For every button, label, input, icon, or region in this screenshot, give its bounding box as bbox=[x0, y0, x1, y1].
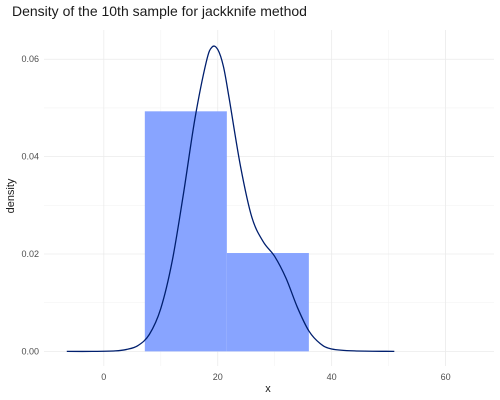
x-tick-label: 0 bbox=[101, 372, 106, 382]
histogram-bars bbox=[144, 111, 309, 352]
x-axis-label: x bbox=[265, 383, 271, 395]
y-tick-label: 0.04 bbox=[21, 152, 39, 162]
chart-title: Density of the 10th sample for jackknife… bbox=[12, 3, 307, 19]
x-tick-label: 40 bbox=[327, 372, 337, 382]
y-axis-label: density bbox=[5, 178, 17, 213]
x-tick-label: 20 bbox=[213, 372, 223, 382]
density-curve-group bbox=[66, 45, 395, 353]
y-tick-label: 0.00 bbox=[21, 346, 39, 356]
histogram-bar bbox=[226, 253, 309, 352]
y-tick-label: 0.02 bbox=[21, 249, 39, 259]
histogram-bar bbox=[144, 111, 227, 352]
y-tick-labels: 0.00 0.02 0.04 0.06 bbox=[21, 54, 39, 356]
y-tick-label: 0.06 bbox=[21, 54, 39, 64]
density-curve bbox=[66, 45, 395, 353]
x-tick-labels: 0 20 40 60 bbox=[101, 372, 450, 382]
x-tick-label: 60 bbox=[441, 372, 451, 382]
